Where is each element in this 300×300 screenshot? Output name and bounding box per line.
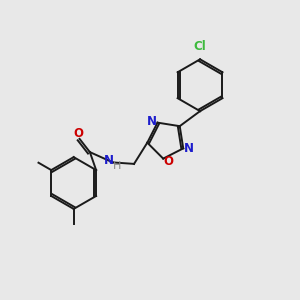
Text: N: N — [104, 154, 114, 166]
Text: H: H — [112, 161, 121, 171]
Text: O: O — [163, 155, 173, 168]
Text: Cl: Cl — [194, 40, 206, 53]
Text: N: N — [147, 115, 157, 128]
Text: N: N — [184, 142, 194, 155]
Text: O: O — [73, 127, 83, 140]
